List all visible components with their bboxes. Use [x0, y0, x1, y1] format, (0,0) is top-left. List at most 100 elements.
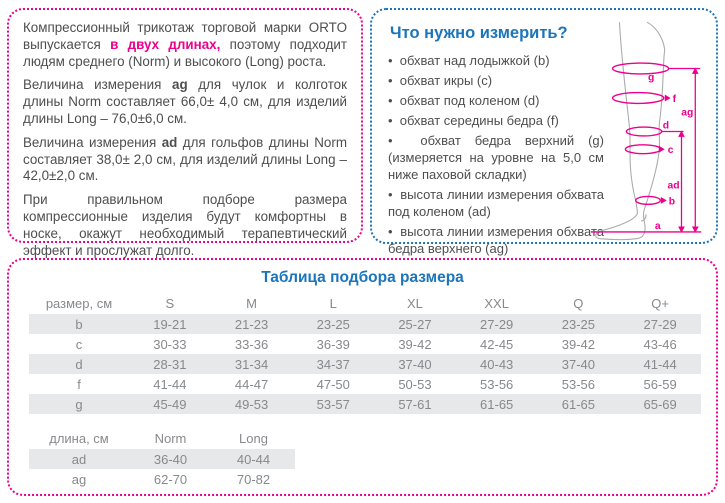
info-paragraph-lengths: Компрессионный трикотаж торговой марки O…	[23, 20, 347, 70]
measure-box: Что нужно измерить? обхват над лодыжкой …	[370, 8, 718, 256]
table-cell: 49-53	[234, 396, 269, 412]
measure-item: обхват под коленом (d)	[388, 92, 604, 109]
table-row: b 19-21 21-23 23-25 25-27 27-29 23-25 27-29	[29, 314, 701, 334]
table-cell: 56-59	[643, 376, 677, 392]
ad-abbr: ad	[161, 134, 178, 150]
table-row: f 41-44 44-47 47-50 50-53 53-56 53-56 56-59	[29, 374, 701, 394]
row-label: g	[75, 396, 83, 412]
table-cell: 53-56	[561, 376, 595, 392]
table-row: d 28-31 31-34 34-37 37-40 40-43 37-40 41-44	[29, 354, 701, 374]
table-cell: 31-34	[234, 356, 269, 372]
column-header: Q+	[651, 296, 669, 311]
info-paragraph-ad-post: для гольфов длины Norm составляет 38,0± …	[23, 134, 347, 184]
table-cell: 23-25	[561, 316, 595, 332]
info-paragraph-ad: Величина измерения ad для гольфов длины …	[23, 135, 347, 185]
leg-label-a: a	[655, 221, 661, 232]
table-cell: 27-29	[643, 316, 677, 332]
measure-item: обхват над лодыжкой (b)	[388, 52, 604, 69]
table-cell: 37-40	[561, 356, 595, 372]
length-table-header-row: длина, см Norm Long	[29, 428, 295, 449]
row-label: d	[75, 356, 83, 372]
column-header: M	[246, 296, 257, 311]
length-table: длина, см Norm Long ad 36-40 40-44 ag 62-70 70-…	[29, 428, 295, 489]
info-box: Компрессионный трикотаж торговой марки O…	[7, 8, 363, 258]
table-cell: 47-50	[316, 376, 350, 392]
column-header: S	[165, 296, 175, 311]
leg-measurement-diagram: g f d c b a ad ag	[590, 21, 702, 241]
table-cell: 37-40	[398, 356, 432, 372]
table-cell: 34-37	[316, 356, 350, 372]
info-paragraph-ag-pre: Величина измерения	[23, 77, 172, 93]
table-cell: 53-56	[480, 376, 514, 392]
two-lengths-highlight: в двух длинах,	[110, 36, 221, 52]
table-cell: 33-36	[234, 336, 269, 352]
size-table-header-row: размер, см S M L XL XXL Q Q+	[29, 293, 701, 314]
table-cell: 45-49	[153, 396, 187, 412]
table-cell: 61-65	[480, 396, 514, 412]
column-header: XXL	[484, 296, 509, 311]
ring-g	[611, 62, 670, 75]
row-label: ad	[71, 451, 87, 467]
ring-c	[624, 144, 662, 155]
measure-item: обхват середины бедра (f)	[388, 112, 604, 129]
table-cell: 36-39	[316, 336, 350, 352]
ag-abbr: ag	[172, 77, 188, 93]
column-header: Norm	[154, 431, 187, 446]
measure-item: обхват бедра верхний (g) (измеряется на …	[388, 132, 604, 183]
column-header: размер, см	[45, 296, 113, 311]
table-cell: 30-33	[153, 336, 187, 352]
table-cell: 44-47	[234, 376, 269, 392]
table-cell: 27-29	[480, 316, 514, 332]
info-paragraph-lengths-post: поэтому подходит людям среднего (Norm) и…	[23, 36, 347, 69]
row-label: c	[75, 336, 83, 352]
row-label: b	[75, 316, 83, 332]
table-cell: 21-23	[234, 316, 269, 332]
column-header: Q	[573, 296, 584, 311]
measure-item: высота линии измерения обхвата под колен…	[388, 186, 604, 220]
column-header: L	[329, 296, 337, 311]
column-header: XL	[407, 296, 423, 311]
table-cell: 57-61	[398, 396, 432, 412]
table-cell: 41-44	[643, 356, 677, 372]
info-paragraph-fit: При правильном подборе размера компресси…	[23, 192, 347, 258]
table-cell: 19-21	[153, 316, 187, 332]
size-table: размер, см S M L XL XXL Q Q+ b 19-21 21-23 23-25 25…	[29, 293, 701, 414]
measure-list: обхват над лодыжкой (b) обхват икры (c) об…	[388, 52, 604, 257]
table-row: g 45-49 49-53 53-57 57-61 61-65 61-65 65-69	[29, 394, 701, 414]
info-paragraph-ag: Величина измерения ag для чулок и колгот…	[23, 77, 347, 127]
table-cell: 61-65	[561, 396, 595, 412]
table-cell: 53-57	[316, 396, 350, 412]
table-row: ag 62-70 70-82	[29, 469, 295, 489]
table-cell: 36-40	[153, 451, 188, 467]
leg-label-c: c	[668, 145, 674, 156]
info-paragraph-ag-post: для чулок и колготок длины Norm составля…	[23, 77, 347, 126]
ring-d	[625, 126, 663, 137]
table-cell: 70-82	[236, 471, 271, 487]
column-header: длина, см	[49, 431, 109, 446]
leg-label-g: g	[648, 72, 654, 83]
leg-label-b: b	[669, 196, 675, 207]
table-cell: 50-53	[398, 376, 432, 392]
measure-item: высота линии измерения обхвата бедра вер…	[388, 223, 604, 257]
table-cell: 41-44	[153, 376, 187, 392]
size-table-title: Таблица подбора размера	[261, 269, 464, 286]
ring-f	[611, 91, 665, 105]
ring-b	[635, 195, 662, 206]
table-cell: 40-44	[236, 451, 271, 467]
arrowheads	[658, 67, 699, 233]
table-cell: 42-45	[480, 336, 514, 352]
table-cell: 43-46	[643, 336, 677, 352]
info-paragraph-lengths-pre: Компрессионный трикотаж торговой марки O…	[23, 20, 347, 52]
row-label: f	[77, 376, 81, 392]
table-cell: 39-42	[398, 336, 432, 352]
leg-label-ad: ad	[667, 181, 679, 192]
measure-lines	[590, 67, 702, 233]
table-cell: 23-25	[316, 316, 350, 332]
leg-label-f: f	[673, 94, 677, 105]
leg-outline-icon	[595, 21, 666, 241]
table-row: c 30-33 33-36 36-39 39-42 42-45 39-42 43-46	[29, 334, 701, 354]
table-cell: 25-27	[398, 316, 432, 332]
row-label: ag	[71, 471, 87, 487]
leg-label-d: d	[663, 121, 669, 132]
